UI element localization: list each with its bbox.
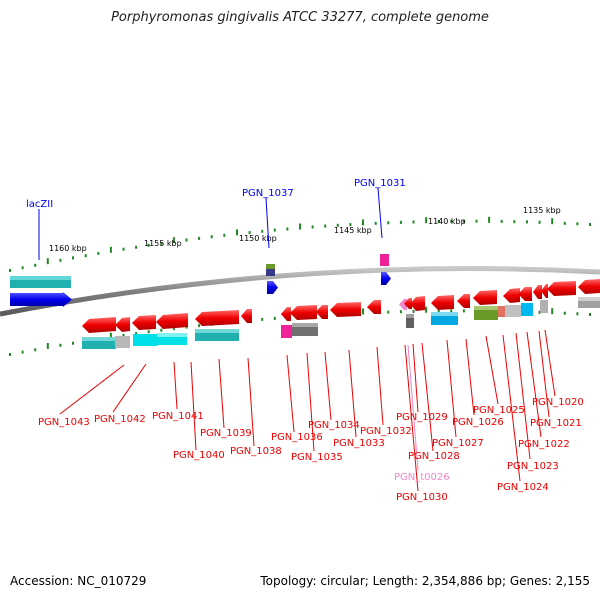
gene-arrow-pgn1020 [578, 279, 600, 294]
minus-strand-genes [82, 279, 600, 333]
label-pgn1024: PGN_1024 [497, 482, 549, 493]
bottom-labels: PGN_1043 PGN_1042 PGN_1041 PGN_1040 PGN_… [38, 397, 584, 503]
label-pgn1030: PGN_1030 [396, 492, 448, 503]
gene-arrow-pgn1041 [132, 315, 156, 330]
lacZII-gene-arrow [10, 292, 72, 307]
scale-labels: 1160 kbp 1155 kbp 1150 kbp 1145 kbp 1140… [49, 206, 561, 253]
label-pgn1025: PGN_1025 [473, 405, 525, 416]
top-labels: lacZII PGN_1037 PGN_1031 [26, 178, 406, 210]
domain-pgn1025b [505, 305, 521, 317]
gene-arrow-pgn1025 [503, 288, 520, 303]
label-pgn1043: PGN_1043 [38, 417, 90, 428]
gene-arrow-pgn1028 [431, 295, 454, 310]
gene-arrow-pgn1034 [316, 305, 328, 319]
gene-arrow-pgn1021 [547, 281, 576, 296]
gene-arrow-pgn1022 [541, 284, 548, 298]
gene-arrow-pgn1032 [367, 300, 381, 314]
gene-arrow-pgn1026 [473, 290, 497, 305]
label-pgn1042: PGN_1042 [94, 414, 146, 425]
gene-arrow-pgn1027 [457, 294, 470, 308]
scale-label-1155: 1155 kbp [144, 239, 182, 248]
gene-arrow-pgn1036 [281, 307, 291, 321]
scale-label-1140: 1140 kbp [428, 217, 466, 226]
gene-arrow-pgn1029 [410, 296, 425, 311]
domain-pgn1025a [498, 306, 505, 317]
accession-label: Accession: NC_010729 [10, 574, 147, 588]
label-pgn1020: PGN_1020 [532, 397, 584, 408]
label-pgn1037: PGN_1037 [242, 188, 294, 199]
outer-scale-ticks [9, 216, 591, 272]
scale-label-1145: 1145 kbp [334, 226, 372, 235]
label-pgn1029: PGN_1029 [396, 412, 448, 423]
label-pgn1038: PGN_1038 [230, 446, 282, 457]
pgn1031-domain [380, 254, 389, 266]
domain-pgn1020 [578, 297, 600, 308]
scale-label-1150: 1150 kbp [239, 234, 277, 243]
domain-pgn1024 [521, 303, 533, 316]
scale-label-1135: 1135 kbp [523, 206, 561, 215]
rna-arrow-pgnt0026 [399, 299, 407, 310]
scale-label-1160: 1160 kbp [49, 244, 87, 253]
domain-pgn1041 [133, 334, 157, 346]
domain-pgn1042 [115, 336, 130, 348]
label-pgn1039: PGN_1039 [200, 428, 252, 439]
gene-arrow-pgn1024 [518, 287, 532, 301]
gene-arrow-pgn1043 [82, 317, 116, 333]
gene-arrow-pgn1035 [290, 305, 317, 320]
gene-arrow-pgn1040 [156, 313, 188, 329]
pgn1031-gene-arrow [381, 272, 391, 285]
gene-arrow-pgn1038 [241, 309, 252, 323]
genome-summary: Topology: circular; Length: 2,354,886 bp… [260, 574, 590, 588]
pgn1037-domain [266, 264, 275, 269]
domain-pgn1030 [406, 314, 414, 328]
label-lacZII: lacZII [26, 199, 53, 210]
pgn1037-gene-arrow [267, 281, 278, 294]
label-pgn1035: PGN_1035 [291, 452, 343, 463]
label-pgn1040: PGN_1040 [173, 450, 225, 461]
label-pgn1041: PGN_1041 [152, 411, 204, 422]
label-pgn1023: PGN_1023 [507, 461, 559, 472]
label-pgnt0026: PGN_t0026 [394, 472, 450, 483]
domain-pgn1022 [540, 300, 548, 313]
connector-pgnt0026 [407, 344, 419, 471]
genome-title: Porphyromonas gingivalis ATCC 33277, com… [111, 10, 489, 25]
domain-pgn1036 [281, 325, 292, 338]
bottom-label-connectors [59, 329, 556, 492]
label-pgn1022: PGN_1022 [518, 439, 570, 450]
gene-arrow-pgn1039 [195, 310, 239, 326]
gene-arrow-pgn1030 [404, 298, 412, 309]
label-pgn1028: PGN_1028 [408, 451, 460, 462]
genome-backbone [0, 266, 600, 317]
label-pgn1027: PGN_1027 [432, 438, 484, 449]
minus-strand-domains [82, 297, 600, 349]
gene-arrow-pgn1023 [533, 285, 542, 299]
label-pgn1021: PGN_1021 [530, 418, 582, 429]
label-pgn1031: PGN_1031 [354, 178, 406, 189]
label-pgn1026: PGN_1026 [452, 417, 504, 428]
top-label-connectors [38, 187, 383, 260]
label-pgn1032: PGN_1032 [360, 426, 412, 437]
label-pgn1034: PGN_1034 [308, 420, 360, 431]
label-pgn1036: PGN_1036 [271, 432, 323, 443]
gene-arrow-pgn1042 [115, 317, 130, 332]
label-pgn1033: PGN_1033 [333, 438, 385, 449]
gene-arrow-pgn1033 [330, 302, 361, 317]
plus-strand-features [10, 254, 391, 307]
